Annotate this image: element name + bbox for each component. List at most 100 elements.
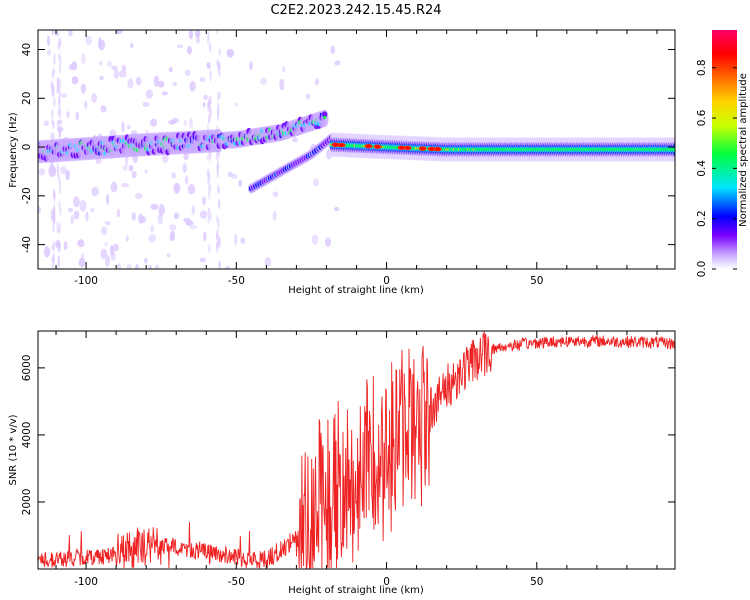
noise-streak bbox=[57, 96, 61, 107]
noise-speck bbox=[166, 253, 171, 258]
plateau-peak bbox=[366, 145, 371, 148]
noise-streak bbox=[58, 63, 62, 74]
colorbar-tick-label: 0.8 bbox=[696, 59, 708, 76]
noise-speck bbox=[46, 35, 51, 47]
noise-speck bbox=[60, 93, 68, 98]
noise-speck bbox=[98, 39, 106, 51]
snr-frame bbox=[37, 330, 676, 570]
noise-speck bbox=[240, 237, 246, 244]
noise-streak bbox=[59, 107, 62, 120]
noise-speck bbox=[224, 265, 231, 269]
noise-streak bbox=[209, 70, 212, 77]
noise-streak bbox=[208, 101, 211, 112]
noise-speck bbox=[68, 64, 74, 71]
noise-speck bbox=[194, 30, 201, 38]
noise-speck bbox=[173, 212, 180, 220]
noise-streak bbox=[217, 236, 220, 248]
noise-speck bbox=[121, 121, 125, 133]
noise-streak bbox=[52, 203, 56, 214]
noise-speck bbox=[126, 264, 132, 269]
noise-streak bbox=[208, 95, 211, 106]
y-tick-label: 20 bbox=[21, 92, 33, 105]
noise-streak bbox=[51, 117, 54, 126]
noise-speck bbox=[117, 263, 122, 269]
noise-streak bbox=[216, 215, 219, 223]
noise-speck bbox=[124, 155, 129, 167]
noise-speck bbox=[71, 76, 79, 85]
noise-speck bbox=[183, 120, 187, 126]
noise-streak bbox=[51, 165, 55, 178]
noise-speck bbox=[169, 224, 177, 231]
noise-streak bbox=[216, 183, 220, 194]
noise-speck bbox=[157, 80, 165, 88]
noise-speck bbox=[47, 49, 51, 56]
spectrogram-heatmap bbox=[38, 30, 675, 269]
noise-streak bbox=[51, 109, 54, 118]
noise-speck bbox=[187, 183, 196, 195]
snr-series-line bbox=[38, 331, 675, 569]
noise-speck bbox=[84, 100, 88, 110]
noise-speck bbox=[107, 61, 113, 67]
x-tick-label: -100 bbox=[74, 275, 98, 287]
noise-speck bbox=[226, 48, 235, 58]
noise-streak bbox=[56, 30, 60, 37]
noise-speck bbox=[150, 203, 159, 210]
noise-speck bbox=[182, 163, 187, 173]
noise-speck bbox=[313, 178, 319, 187]
noise-speck bbox=[171, 172, 177, 179]
noise-speck bbox=[140, 216, 147, 224]
noise-speck bbox=[78, 257, 86, 268]
plateau-peak bbox=[429, 147, 434, 151]
noise-speck bbox=[60, 166, 67, 175]
plateau-peak bbox=[435, 147, 440, 151]
y-tick-label: -20 bbox=[21, 187, 33, 204]
noise-speck bbox=[282, 65, 286, 73]
plateau-peak bbox=[405, 146, 410, 150]
noise-streak bbox=[208, 113, 211, 123]
noise-speck bbox=[91, 92, 98, 103]
noise-speck bbox=[185, 219, 194, 227]
noise-streak bbox=[58, 52, 61, 61]
x-tick-label: 0 bbox=[383, 576, 390, 588]
noise-speck bbox=[231, 173, 238, 180]
noise-speck bbox=[43, 120, 49, 127]
spectrogram-ticks: -100 -50 0 50 -40 -20 0 20 40 bbox=[21, 30, 675, 287]
noise-speck bbox=[190, 225, 197, 230]
noise-speck bbox=[169, 235, 174, 242]
noise-streak bbox=[208, 63, 211, 70]
y-tick-label: -40 bbox=[21, 236, 33, 253]
noise-speck bbox=[38, 168, 46, 176]
x-tick-label: -50 bbox=[228, 576, 245, 588]
y-tick-label: 6000 bbox=[21, 355, 33, 382]
noise-speck bbox=[66, 111, 70, 119]
noise-streak bbox=[53, 53, 56, 66]
noise-speck bbox=[238, 179, 243, 187]
noise-speck bbox=[334, 60, 341, 66]
snr-panel: -100 -50 0 50 2000 4000 6000 Height of straigh… bbox=[8, 330, 676, 596]
noise-streak bbox=[208, 182, 211, 195]
noise-streak bbox=[58, 179, 62, 187]
ridge-purple bbox=[322, 111, 328, 118]
noise-streak bbox=[51, 255, 54, 264]
x-tick-label: 0 bbox=[383, 275, 390, 287]
noise-speck bbox=[272, 191, 279, 198]
noise-speck bbox=[330, 45, 336, 55]
noise-speck bbox=[128, 164, 134, 172]
noise-streak bbox=[58, 222, 62, 233]
noise-speck bbox=[85, 211, 89, 222]
noise-speck bbox=[206, 61, 211, 69]
colorbar-tick-label: 0.2 bbox=[696, 210, 708, 227]
noise-speck bbox=[130, 42, 134, 49]
noise-streak bbox=[208, 151, 212, 164]
noise-speck bbox=[135, 263, 139, 269]
noise-streak bbox=[52, 190, 56, 199]
x-tick-label: -50 bbox=[228, 275, 245, 287]
noise-speck bbox=[142, 102, 150, 108]
noise-streak bbox=[58, 244, 61, 253]
noise-speck bbox=[98, 60, 103, 66]
noise-speck bbox=[144, 169, 148, 174]
noise-streak bbox=[209, 95, 212, 106]
noise-speck bbox=[279, 78, 285, 91]
noise-streak bbox=[57, 42, 60, 51]
noise-streak bbox=[206, 100, 210, 108]
